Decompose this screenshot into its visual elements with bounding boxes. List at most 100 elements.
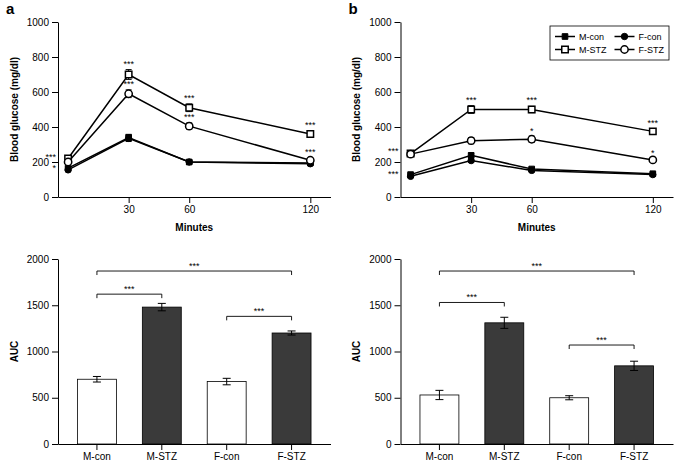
marker <box>467 137 474 144</box>
tick-mark <box>52 444 58 445</box>
tick-label: 120 <box>645 204 662 215</box>
legend: M-conM-STZF-conF-STZ <box>550 26 669 60</box>
bar <box>485 323 524 444</box>
legend-item: F-STZ <box>615 45 665 55</box>
error-bar <box>307 131 313 138</box>
annotation: *** <box>467 292 478 302</box>
tick-mark <box>291 444 292 450</box>
marker <box>468 106 474 112</box>
y-axis: 02004006008001000 <box>27 17 59 203</box>
tick-mark <box>52 352 58 353</box>
annotation: *** <box>466 95 477 105</box>
y-axis-line <box>401 23 402 198</box>
error-bar <box>126 90 132 98</box>
annotation: *** <box>123 79 134 89</box>
marker <box>650 171 656 177</box>
panel: 306012002004006008001000****************… <box>349 0 674 233</box>
x-axis: 3060120 <box>59 197 332 215</box>
tick-label: F-STZ <box>620 451 648 462</box>
x-axis-title: Minutes <box>175 222 213 233</box>
tick-label: 500 <box>375 392 392 403</box>
y-axis-line <box>58 260 59 445</box>
bar <box>420 395 459 444</box>
error-bar <box>158 303 166 310</box>
marker <box>407 150 413 156</box>
marker <box>407 150 414 157</box>
tick-label: 1500 <box>369 300 392 311</box>
tick: 500 <box>375 392 401 403</box>
series <box>407 136 657 164</box>
panel: M-conM-STZF-conF-STZ0500100015002000****… <box>351 254 674 462</box>
error-bar <box>565 396 573 400</box>
tick-mark <box>532 197 533 203</box>
tick-mark <box>189 197 190 203</box>
tick-mark <box>226 444 227 450</box>
x-axis-line <box>59 197 332 198</box>
tick: M-STZ <box>489 444 520 462</box>
marker <box>125 135 131 141</box>
annotation: *** <box>596 335 607 345</box>
tick-label: F-con <box>214 451 240 462</box>
x-axis: M-conM-STZF-conF-STZ <box>401 444 674 462</box>
error-bar <box>126 135 132 141</box>
error-bar <box>126 134 132 140</box>
marker <box>468 157 474 163</box>
tick: 400 <box>32 122 58 133</box>
tick-mark <box>634 444 635 450</box>
error-bar <box>288 331 296 335</box>
tick-mark <box>395 57 401 58</box>
tick: F-STZ <box>620 444 648 462</box>
annotation: * <box>651 148 655 158</box>
tick-mark <box>395 127 401 128</box>
marker <box>186 159 192 165</box>
significance-bracket <box>227 316 292 320</box>
tick-label: 600 <box>375 87 392 98</box>
tick: 1500 <box>369 300 400 311</box>
tick-label: 400 <box>32 122 49 133</box>
tick: F-con <box>556 444 582 462</box>
legend-label: F-con <box>639 32 662 42</box>
annotations: ***************** <box>388 95 659 179</box>
series <box>65 135 314 173</box>
error-bar <box>529 106 535 112</box>
tick-mark <box>395 197 401 198</box>
tick: 1000 <box>27 17 58 28</box>
legend-item: M-con <box>555 32 604 42</box>
error-bar <box>500 317 508 328</box>
annotation: *** <box>531 261 542 271</box>
tick: 60 <box>184 197 196 215</box>
annotation: *** <box>184 93 195 103</box>
legend-label: F-STZ <box>639 45 665 55</box>
tick-mark <box>161 444 162 450</box>
significance-bracket <box>569 345 634 349</box>
tick-label: 1000 <box>369 17 392 28</box>
figure: 306012002004006008001000****************… <box>0 0 685 474</box>
annotation: *** <box>184 112 195 122</box>
tick: 2000 <box>369 254 400 265</box>
tick-mark <box>52 57 58 58</box>
tick-label: 500 <box>32 392 49 403</box>
tick: 1000 <box>27 346 58 357</box>
error-bar <box>435 390 443 399</box>
bar <box>550 398 589 444</box>
tick: 120 <box>302 197 319 215</box>
bar <box>207 382 246 444</box>
tick: 0 <box>386 439 401 450</box>
tick-label: 0 <box>43 192 49 203</box>
annotation: *** <box>526 95 537 105</box>
tick-mark <box>52 398 58 399</box>
tick-label: 800 <box>32 52 49 63</box>
panel-label: b <box>349 0 358 17</box>
legend-marker <box>621 46 628 53</box>
line <box>411 110 653 154</box>
tick-mark <box>310 197 311 203</box>
tick-mark <box>504 444 505 450</box>
error-bar <box>630 361 638 370</box>
significance-bracket <box>97 294 162 298</box>
annotation: *** <box>189 261 200 271</box>
tick: F-STZ <box>277 444 305 462</box>
legend-marker <box>562 46 568 52</box>
tick: 0 <box>43 192 58 203</box>
annotation: *** <box>388 169 399 179</box>
bar <box>615 366 654 444</box>
